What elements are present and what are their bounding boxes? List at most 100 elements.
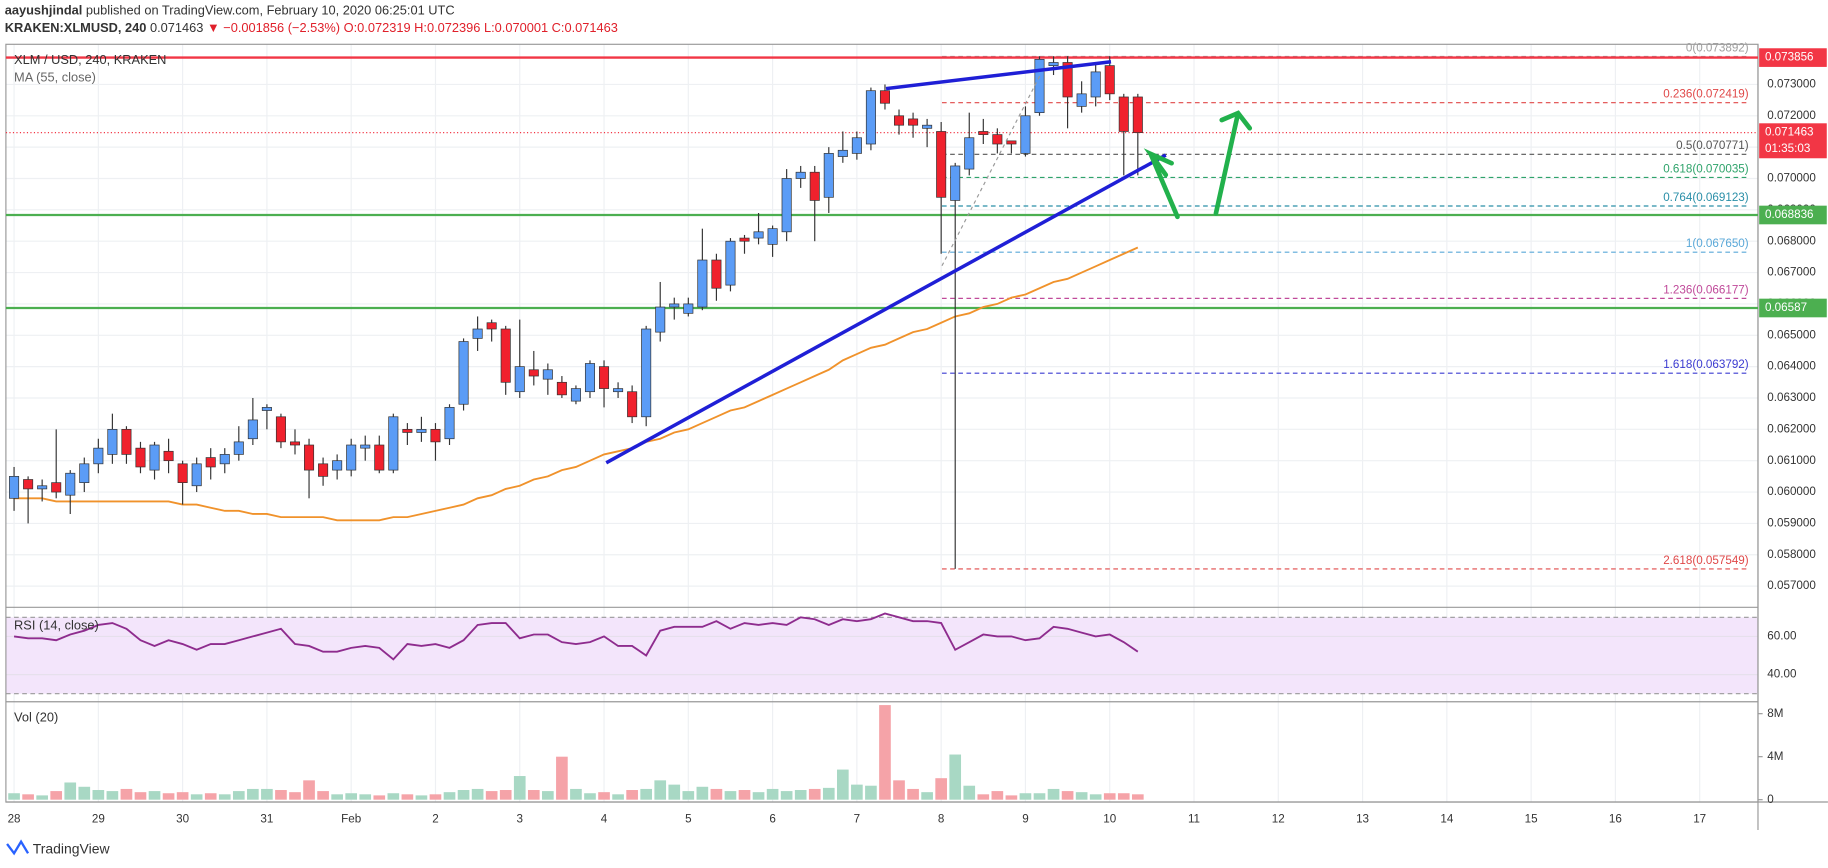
volume-bar xyxy=(584,793,596,800)
x-tick-label: 6 xyxy=(769,813,775,826)
volume-bar xyxy=(1089,794,1102,800)
symbol-line: KRAKEN:XLMUSD, 240 0.071463 ▼ −0.001856 … xyxy=(5,21,618,36)
candle-body xyxy=(514,366,525,393)
candle-body xyxy=(809,171,820,201)
price-box xyxy=(1759,48,1827,67)
volume-bar xyxy=(387,793,400,800)
rsi-band xyxy=(5,617,1758,694)
volume-bar xyxy=(106,791,119,800)
volume-bar xyxy=(457,790,470,800)
labels: 0.057000 0.058000 0.059000 0.060000 0.061000… xyxy=(8,41,1827,826)
footer: TradingView xyxy=(33,841,111,857)
candle-body xyxy=(613,388,624,393)
trend-line xyxy=(605,153,1167,465)
y-tick-label: 0.064000 xyxy=(1767,360,1816,373)
volume-bar xyxy=(1075,792,1088,800)
volume-bar xyxy=(485,791,498,800)
x-tick-label: 3 xyxy=(517,813,523,826)
volume-bar xyxy=(963,785,976,800)
candle-body xyxy=(289,441,301,446)
last: 0.071463 xyxy=(150,21,203,36)
candle-body xyxy=(992,134,1003,145)
last-price-box xyxy=(1759,123,1827,159)
candle-body xyxy=(542,369,553,380)
candle-body xyxy=(374,444,385,471)
volume-bar xyxy=(1047,788,1060,800)
volume-bar xyxy=(612,794,624,800)
price-label: 0.073856 xyxy=(1765,51,1814,64)
candle-body xyxy=(205,457,216,468)
symbol: KRAKEN:XLMUSD, 240 xyxy=(5,21,147,36)
volume-bar xyxy=(935,778,947,800)
volume-bar xyxy=(598,792,610,800)
marks xyxy=(5,55,1758,800)
candle-body xyxy=(486,322,497,330)
candle-body xyxy=(1048,62,1059,66)
x-tick-label: 28 xyxy=(8,813,21,826)
published: published on TradingView.com, February 1… xyxy=(86,3,455,18)
candle-body xyxy=(739,237,750,242)
volume-bar xyxy=(977,794,990,800)
candle-body xyxy=(149,444,160,471)
volume-bar xyxy=(696,786,709,800)
volume-bar xyxy=(64,782,77,800)
volume-bar xyxy=(429,794,442,800)
candle-body xyxy=(599,366,610,389)
volume-bar xyxy=(78,786,91,800)
volume-bar xyxy=(247,788,259,800)
author: aayushjindal xyxy=(5,3,83,18)
rsi-tick-label: 60.00 xyxy=(1767,629,1797,642)
x-tick-label: 2 xyxy=(432,813,438,826)
volume-bar xyxy=(808,788,821,800)
volume-bar xyxy=(373,795,386,800)
candle-body xyxy=(851,137,862,154)
volume-bar xyxy=(710,788,723,800)
volume-bar xyxy=(401,794,414,800)
candle-body xyxy=(753,231,764,239)
candle-body xyxy=(1062,62,1073,98)
grid xyxy=(5,44,1763,803)
fib-trend xyxy=(941,73,1042,267)
x-tick-label: 4 xyxy=(601,813,608,826)
volume-bar xyxy=(668,784,681,800)
candle-body xyxy=(9,476,20,499)
candle-body xyxy=(795,171,806,179)
volume-bar xyxy=(837,769,849,800)
y-tick-label: 0.063000 xyxy=(1767,391,1816,404)
volume-bar xyxy=(1005,795,1018,800)
volume-bar xyxy=(36,795,48,800)
y-tick-label: 0.058000 xyxy=(1767,548,1816,561)
volume-bar xyxy=(415,795,428,800)
candle-body xyxy=(51,482,62,493)
candle-body xyxy=(430,428,441,443)
volume-bar xyxy=(1131,794,1144,800)
volume-bar xyxy=(682,791,695,800)
volume-bar xyxy=(92,790,105,800)
ma-line xyxy=(14,246,1139,522)
candle-body xyxy=(121,428,132,455)
volume-bar xyxy=(738,790,751,800)
trend-line xyxy=(885,60,1112,91)
x-tick-label: 13 xyxy=(1356,813,1369,826)
candle-body xyxy=(388,416,399,471)
x-tick-label: 7 xyxy=(854,813,860,826)
volume-bar xyxy=(893,780,905,800)
volume-bar xyxy=(359,794,372,800)
fib-label: 0(0.073892) xyxy=(1686,41,1749,54)
candle-body xyxy=(1076,93,1087,107)
candle-body xyxy=(79,463,90,483)
y-tick-label: 0.061000 xyxy=(1767,454,1816,467)
candle-body xyxy=(950,165,961,201)
candle-body xyxy=(781,178,792,233)
volume-bar xyxy=(752,792,765,800)
x-tick-label: 14 xyxy=(1440,813,1453,826)
candle-body xyxy=(219,454,230,465)
fib-label: 2.618(0.057549) xyxy=(1663,554,1749,567)
volume-bar xyxy=(640,788,653,800)
fib-label: 0.618(0.070035) xyxy=(1663,162,1749,175)
volume-bar xyxy=(949,754,962,800)
volume-bar xyxy=(8,793,20,800)
